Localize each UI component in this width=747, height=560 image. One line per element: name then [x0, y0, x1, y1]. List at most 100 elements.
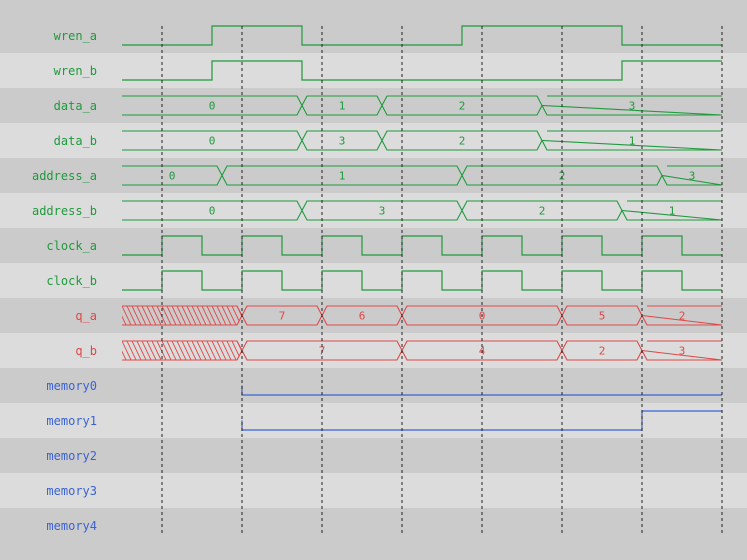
row-background	[0, 123, 747, 158]
row-background	[0, 88, 747, 123]
signal-label: memory1	[46, 414, 97, 428]
bus-outline	[381, 95, 543, 116]
hatch-line	[171, 306, 182, 325]
bit-waveform	[122, 60, 722, 81]
signal-label: memory2	[46, 449, 97, 463]
bus-segment: 3	[301, 200, 463, 221]
hatch-line	[151, 341, 162, 360]
hatch-line	[191, 341, 202, 360]
hatch-line	[122, 341, 127, 360]
hatch-line	[131, 306, 142, 325]
hatch-line	[122, 306, 127, 325]
clock-waveform	[122, 270, 722, 291]
clock-gridlines	[161, 26, 723, 536]
hatch-line	[221, 341, 232, 360]
bus-value: 0	[169, 170, 176, 183]
hatch-line	[206, 306, 217, 325]
bus-outline	[461, 200, 623, 221]
bus-outline	[301, 130, 383, 151]
row-background	[0, 298, 747, 333]
bus-segment: 1	[621, 200, 723, 221]
trace-wren_b	[122, 60, 722, 81]
bus-outline	[661, 165, 723, 186]
trace-data_a: 0 1 2 3	[122, 95, 723, 116]
hatch-line	[136, 341, 147, 360]
trace-clock_a	[122, 235, 722, 256]
signal-label: memory3	[46, 484, 97, 498]
hatch-line	[136, 306, 147, 325]
bus-value: 6	[359, 310, 366, 323]
bus-outline	[221, 165, 463, 186]
bus-segment: 3	[641, 340, 723, 361]
bus-value: 3	[339, 135, 346, 148]
hatch-line	[216, 341, 227, 360]
bus-value: 2	[539, 205, 546, 218]
bus-segment: 1	[541, 130, 723, 151]
hatch-line	[216, 306, 227, 325]
bus-value: 0	[209, 205, 216, 218]
row-background	[0, 158, 747, 193]
hatch-line	[151, 306, 162, 325]
hatch-line	[181, 341, 192, 360]
bus-segment: 1	[301, 95, 383, 116]
bus-value: 3	[629, 100, 636, 113]
signal-label: data_a	[54, 99, 97, 113]
bit-waveform	[122, 25, 722, 46]
row-background	[0, 473, 747, 508]
hatch-line	[186, 341, 197, 360]
signal-label: wren_b	[54, 64, 97, 78]
hatch-line	[141, 341, 152, 360]
hatch-line	[176, 306, 187, 325]
hatch-line	[221, 306, 232, 325]
bus-value: 3	[689, 170, 696, 183]
bus-value: 1	[629, 135, 636, 148]
bus-value: 1	[339, 100, 346, 113]
bus-outline	[381, 130, 543, 151]
hatch-line	[226, 341, 237, 360]
hatch-line	[146, 306, 157, 325]
hatch-line	[196, 306, 207, 325]
hatch-line	[176, 341, 187, 360]
bus-segment: 2	[381, 95, 543, 116]
trace-data_b: 0 3 2 1	[122, 130, 723, 151]
row-background	[0, 228, 747, 263]
trace-clock_b	[122, 270, 722, 291]
row-background	[0, 403, 747, 438]
bus-segment: 2	[641, 305, 723, 326]
bus-value: 1	[339, 170, 346, 183]
hatch-line	[171, 341, 182, 360]
row-background	[0, 18, 747, 53]
hatch-line	[166, 341, 177, 360]
signal-label: clock_a	[46, 239, 97, 253]
signal-label: memory4	[46, 519, 97, 533]
hatch-line	[146, 341, 157, 360]
bus-value: 0	[209, 135, 216, 148]
bus-value: 3	[379, 205, 386, 218]
hatch-line	[131, 341, 142, 360]
hatch-line	[226, 306, 237, 325]
bus-value: 1	[669, 205, 676, 218]
bus-value: 2	[679, 310, 686, 323]
bus-value: 2	[599, 345, 606, 358]
bus-segment: 3	[541, 95, 723, 116]
hatch-line	[211, 341, 222, 360]
bus-outline	[541, 130, 723, 151]
bus-outline	[641, 340, 723, 361]
row-background	[0, 333, 747, 368]
bus-value: 2	[459, 135, 466, 148]
hatch-line	[166, 306, 177, 325]
bus-value: 7	[279, 310, 286, 323]
signal-label: q_a	[75, 309, 97, 323]
bus-value: 2	[459, 100, 466, 113]
hatch-line	[161, 341, 172, 360]
signal-label: data_b	[54, 134, 97, 148]
signal-label: wren_a	[54, 29, 97, 43]
hatch-line	[126, 306, 137, 325]
hatch-line	[201, 306, 212, 325]
hatch-line	[206, 341, 217, 360]
bus-value: 0	[209, 100, 216, 113]
bus-outline	[461, 165, 663, 186]
bus-segment: 2	[381, 130, 543, 151]
signal-label: address_b	[32, 204, 97, 218]
